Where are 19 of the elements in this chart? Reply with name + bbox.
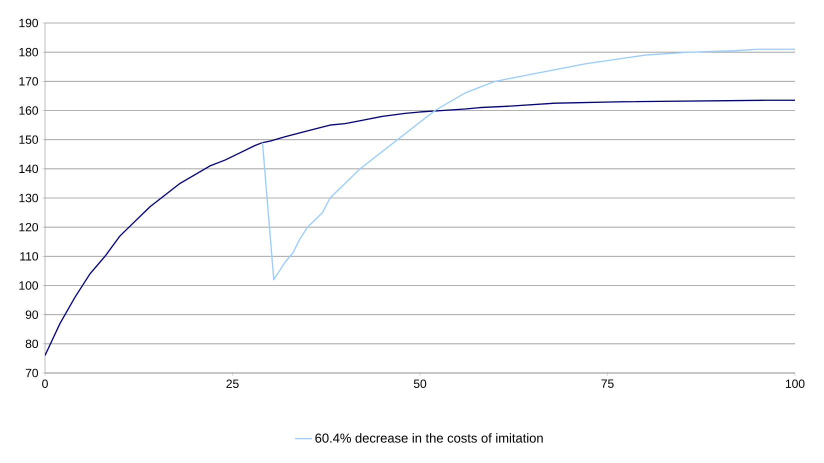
y-tick-label: 150 [19, 135, 38, 144]
y-tick-label: 190 [19, 18, 38, 28]
y-tick-label: 180 [19, 48, 38, 56]
y-tick-label: 70 [26, 368, 38, 378]
y-tick-label: 110 [20, 252, 38, 261]
y-tick-label: 140 [19, 164, 38, 174]
x-tick-label: 100 [786, 380, 805, 388]
x-tick-label: 25 [226, 380, 239, 388]
y-tick-label: 80 [26, 340, 38, 348]
x-tick-label: 75 [601, 380, 614, 388]
x-tick-label: 50 [414, 380, 426, 388]
y-tick-label: 120 [19, 222, 38, 232]
y-tick-label: 90 [26, 310, 38, 319]
x-tick-label: 0 [42, 380, 48, 388]
y-tick-label: 100 [19, 281, 38, 290]
y-tick-label: 170 [19, 77, 38, 86]
legend-label: 60.4% decrease in the costs of imitation [315, 433, 543, 443]
y-tick-label: 160 [19, 106, 38, 115]
y-tick-label: 130 [19, 194, 38, 202]
